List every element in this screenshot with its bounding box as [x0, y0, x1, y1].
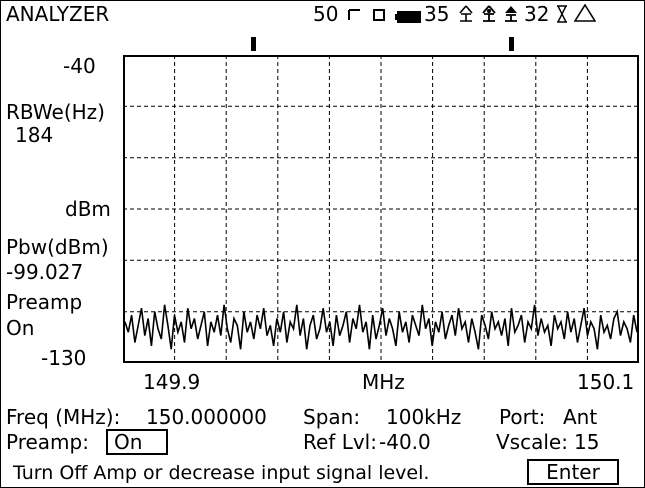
ref-level-bottom: -130: [41, 346, 87, 370]
status-message: Turn Off Amp or decrease input signal le…: [13, 462, 430, 484]
x-end-label: 150.1: [577, 370, 635, 394]
reflvl-label: Ref Lvl:: [303, 430, 377, 454]
ref-level-top: -40: [63, 54, 96, 78]
vscale-value[interactable]: 15: [574, 430, 600, 454]
plot-frame: [123, 55, 639, 363]
rbw-label: RBWe(Hz): [6, 100, 105, 124]
enter-button[interactable]: Enter: [527, 459, 619, 485]
preamp-toggle[interactable]: On: [106, 429, 168, 455]
hourglass-icon: [556, 5, 568, 27]
span-value[interactable]: 100kHz: [386, 405, 462, 429]
plot-grid: [123, 55, 639, 363]
pbw-label: Pbw(dBm): [6, 235, 109, 259]
preamp-label: Preamp:: [6, 430, 89, 454]
port-label: Port:: [499, 405, 546, 429]
vscale-label: Vscale:: [496, 430, 568, 454]
span-label: Span:: [303, 405, 361, 429]
preamp-side-value: On: [6, 316, 35, 340]
antenna-icon: [347, 4, 363, 27]
header-value-1: 50: [313, 2, 339, 26]
battery-icon: [395, 8, 421, 27]
freq-value[interactable]: 150.000000: [146, 405, 267, 429]
port-value[interactable]: Ant: [563, 405, 598, 429]
spectrum-plot: [123, 55, 639, 363]
signal-up-bold-icon: [481, 5, 497, 27]
spectrum-trace: [124, 304, 638, 350]
rbw-value: 184: [15, 123, 54, 147]
signal-up-filled-icon: [503, 5, 519, 27]
reflvl-value[interactable]: -40.0: [379, 430, 431, 454]
header-value-2: 32: [524, 2, 550, 26]
unit-label: dBm: [65, 197, 111, 221]
x-start-label: 149.9: [143, 370, 201, 394]
pbw-value: -99.027: [6, 260, 84, 284]
marker-2: [509, 37, 514, 51]
warning-triangle-icon: [573, 3, 597, 26]
battery-level: 35: [424, 2, 450, 26]
square-icon: [373, 9, 385, 21]
preamp-side-label: Preamp: [6, 290, 83, 314]
signal-up-icon: [458, 5, 474, 27]
app-title: ANALYZER: [6, 2, 110, 26]
freq-label: Freq (MHz):: [6, 405, 121, 429]
marker-1: [251, 37, 256, 51]
x-unit-label: MHz: [362, 370, 405, 394]
